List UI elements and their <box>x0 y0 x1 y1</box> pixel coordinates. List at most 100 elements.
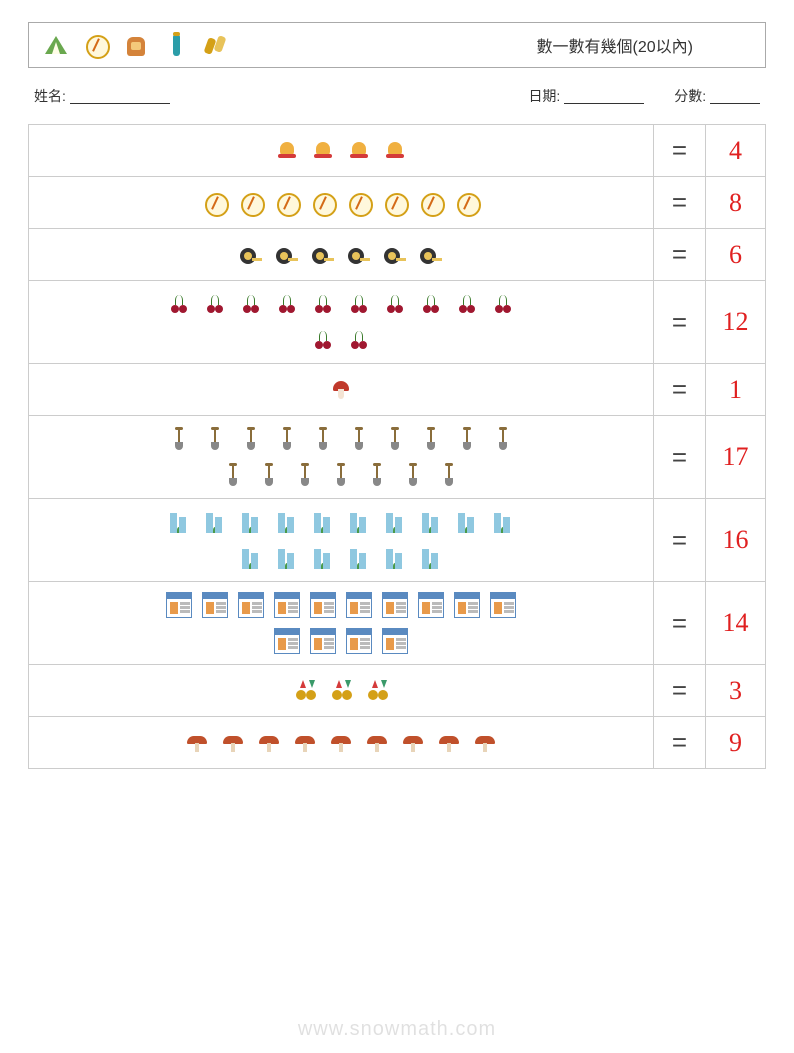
icons-cell <box>29 364 653 415</box>
shovel-icon <box>452 424 482 454</box>
answer-cell: 3 <box>705 665 765 716</box>
equals-cell: = <box>653 281 705 363</box>
cherry-icon <box>488 289 518 319</box>
bldg-icon <box>488 507 518 537</box>
bldg-icon <box>452 507 482 537</box>
cherry-icon <box>452 289 482 319</box>
shovel-icon <box>164 424 194 454</box>
brow-icon <box>164 590 194 620</box>
brow-icon <box>416 590 446 620</box>
date-field: 日期: <box>528 86 644 106</box>
cherry-icon <box>308 289 338 319</box>
answer-cell: 4 <box>705 125 765 176</box>
bldg-icon <box>380 543 410 573</box>
icons-cell <box>29 665 653 716</box>
shovel-icon <box>290 460 320 490</box>
table-row: =12 <box>29 281 765 364</box>
mush2-icon <box>290 728 320 758</box>
cherry-icon <box>380 289 410 319</box>
bldg-icon <box>308 507 338 537</box>
table-row: =14 <box>29 582 765 665</box>
bldg-icon <box>380 507 410 537</box>
tape-icon <box>416 240 446 270</box>
equals-cell: = <box>653 125 705 176</box>
mush2-icon <box>326 728 356 758</box>
brow-icon <box>344 626 374 656</box>
bell-icon <box>308 136 338 166</box>
equals-cell: = <box>653 177 705 228</box>
answer-cell: 16 <box>705 499 765 581</box>
table-row: =8 <box>29 177 765 229</box>
tape-icon <box>344 240 374 270</box>
compass-icon <box>236 188 266 218</box>
shovel-icon <box>200 424 230 454</box>
shovel-icon <box>254 460 284 490</box>
shovel-icon <box>362 460 392 490</box>
answer-cell: 12 <box>705 281 765 363</box>
bell-icon <box>380 136 410 166</box>
icons-cell <box>29 416 653 498</box>
mush2-icon <box>254 728 284 758</box>
binoc-icon <box>201 30 231 60</box>
header-box: 數一數有幾個(20以內) <box>28 22 766 68</box>
score-blank[interactable] <box>710 90 760 104</box>
answer-cell: 17 <box>705 416 765 498</box>
shovel-icon <box>344 424 374 454</box>
table-row: =1 <box>29 364 765 416</box>
date-blank[interactable] <box>564 90 644 104</box>
compass-icon <box>344 188 374 218</box>
coin-icon <box>362 676 392 706</box>
table-row: =3 <box>29 665 765 717</box>
compass-icon <box>380 188 410 218</box>
icons-cell <box>29 125 653 176</box>
brow-icon <box>308 590 338 620</box>
mush2-icon <box>398 728 428 758</box>
answer-cell: 1 <box>705 364 765 415</box>
backpack-icon <box>121 30 151 60</box>
bldg-icon <box>164 507 194 537</box>
name-field: 姓名: <box>34 86 170 106</box>
shovel-icon <box>308 424 338 454</box>
name-blank[interactable] <box>70 90 170 104</box>
shovel-icon <box>398 460 428 490</box>
score-field: 分數: <box>674 86 760 106</box>
tape-icon <box>380 240 410 270</box>
tape-icon <box>272 240 302 270</box>
mush2-icon <box>470 728 500 758</box>
bell-icon <box>344 136 374 166</box>
shovel-icon <box>326 460 356 490</box>
brow-icon <box>308 626 338 656</box>
answer-cell: 6 <box>705 229 765 280</box>
compass-icon <box>200 188 230 218</box>
answer-cell: 14 <box>705 582 765 664</box>
compass-icon <box>416 188 446 218</box>
equals-cell: = <box>653 717 705 768</box>
cherry-icon <box>200 289 230 319</box>
brow-icon <box>236 590 266 620</box>
shovel-icon <box>380 424 410 454</box>
cherry-icon <box>416 289 446 319</box>
equals-cell: = <box>653 364 705 415</box>
compass-icon <box>308 188 338 218</box>
mush2-icon <box>182 728 212 758</box>
bldg-icon <box>308 543 338 573</box>
cherry-icon <box>236 289 266 319</box>
bldg-icon <box>272 543 302 573</box>
counting-table: =4=8=6=12=1=17=16=14=3=9 <box>28 124 766 769</box>
shovel-icon <box>434 460 464 490</box>
name-label: 姓名: <box>34 88 66 104</box>
compass-icon <box>81 30 111 60</box>
cherry-icon <box>272 289 302 319</box>
shovel-icon <box>272 424 302 454</box>
shovel-icon <box>488 424 518 454</box>
tape-icon <box>236 240 266 270</box>
brow-icon <box>272 626 302 656</box>
score-label: 分數: <box>674 88 706 104</box>
bldg-icon <box>344 507 374 537</box>
equals-cell: = <box>653 416 705 498</box>
shovel-icon <box>236 424 266 454</box>
icons-cell <box>29 717 653 768</box>
answer-cell: 9 <box>705 717 765 768</box>
coin-icon <box>290 676 320 706</box>
equals-cell: = <box>653 582 705 664</box>
